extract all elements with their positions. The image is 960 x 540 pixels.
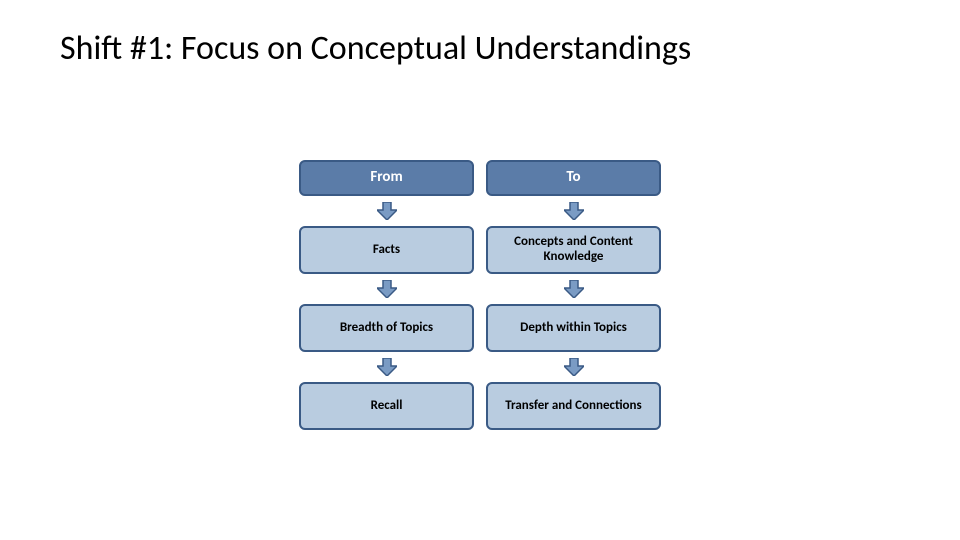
- arrow-down-icon: [377, 202, 397, 220]
- slide-title: Shift #1: Focus on Conceptual Understand…: [60, 28, 691, 69]
- arrow-down-icon: [564, 280, 584, 298]
- header-from: From: [299, 160, 474, 196]
- box-from-1: Breadth of Topics: [299, 304, 474, 352]
- box-to-2: Transfer and Connections: [486, 382, 661, 430]
- arrow-down-icon: [377, 280, 397, 298]
- box-to-0: Concepts and Content Knowledge: [486, 226, 661, 274]
- box-to-1: Depth within Topics: [486, 304, 661, 352]
- arrow-down-icon: [564, 358, 584, 376]
- arrow-down-icon: [564, 202, 584, 220]
- header-to: To: [486, 160, 661, 196]
- box-from-2: Recall: [299, 382, 474, 430]
- box-from-0: Facts: [299, 226, 474, 274]
- column-from: From Facts Breadth of Topics Recall: [299, 160, 474, 430]
- arrow-down-icon: [377, 358, 397, 376]
- comparison-diagram: From Facts Breadth of Topics Recall To C…: [299, 160, 661, 430]
- slide: Shift #1: Focus on Conceptual Understand…: [0, 0, 960, 540]
- column-to: To Concepts and Content Knowledge Depth …: [486, 160, 661, 430]
